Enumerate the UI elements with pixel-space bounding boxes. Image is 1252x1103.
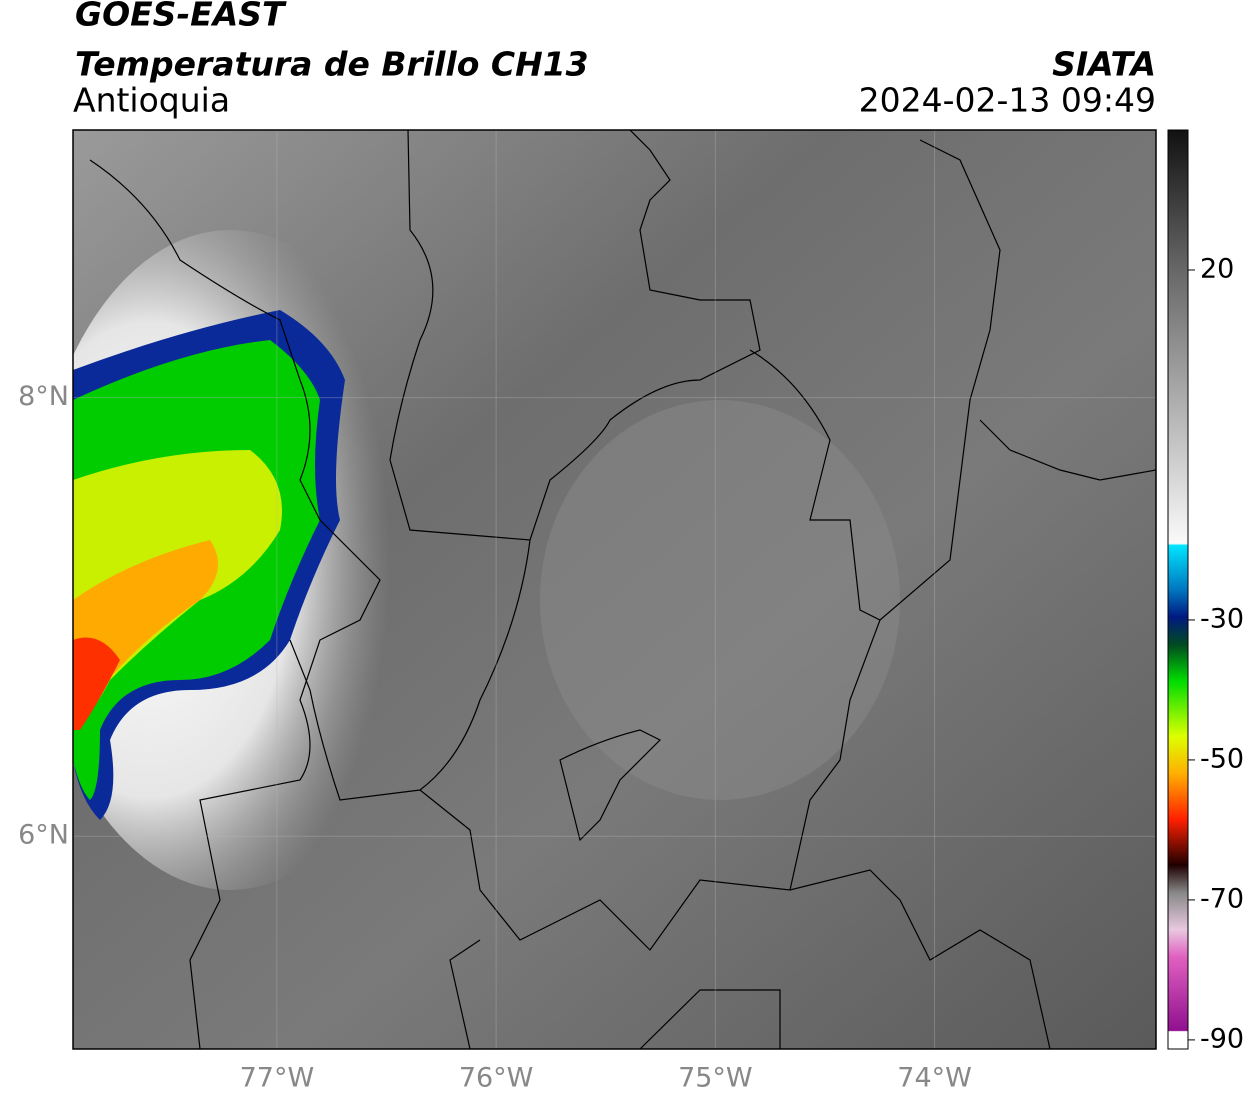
- lat-tick-label: 6°N: [18, 820, 69, 851]
- colorbar-tick-label: -30: [1200, 603, 1244, 634]
- colorbar-tick-label: -50: [1200, 743, 1244, 774]
- lon-tick-label: 74°W: [897, 1063, 972, 1094]
- region: Antioquia: [73, 81, 230, 120]
- colorbar-tick-label: 20: [1200, 253, 1234, 284]
- subtitle: Temperatura de Brillo CH13: [75, 45, 589, 84]
- datetime: 2024-02-13 09:49: [859, 81, 1156, 120]
- title: GOES-EAST: [75, 0, 287, 34]
- map-frame: [72, 129, 1157, 1050]
- lon-tick-label: 75°W: [678, 1063, 753, 1094]
- lat-tick-label: 8°N: [18, 381, 69, 412]
- lon-tick-label: 76°W: [459, 1063, 534, 1094]
- source: SIATA: [1052, 45, 1156, 84]
- colorbar-tick-label: -90: [1200, 1023, 1244, 1054]
- colorbar: [1167, 129, 1189, 1050]
- map-image: [73, 130, 1156, 1049]
- colorbar-tick-label: -70: [1200, 883, 1244, 914]
- grid: [73, 130, 1156, 1049]
- lon-tick-label: 77°W: [240, 1063, 315, 1094]
